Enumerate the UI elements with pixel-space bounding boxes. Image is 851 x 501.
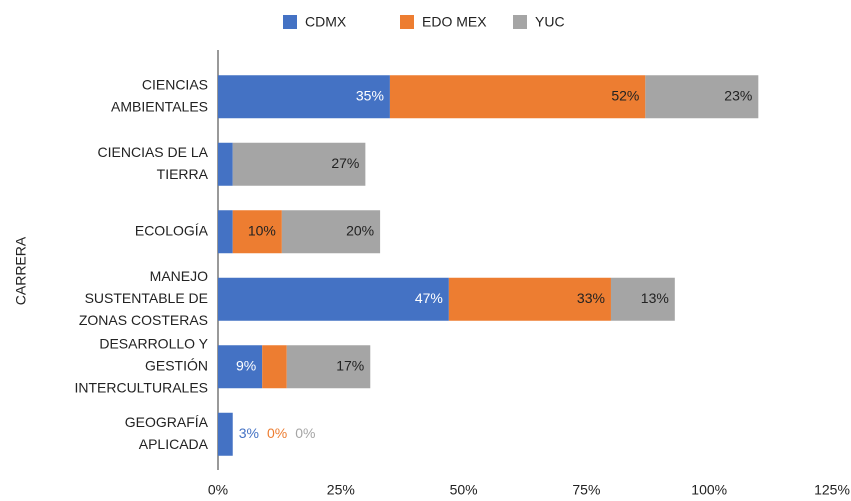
y-tick-label: INTERCULTURALES bbox=[74, 379, 208, 395]
bar-segment bbox=[389, 75, 646, 119]
bar-segment bbox=[281, 210, 381, 254]
data-label: 17% bbox=[336, 357, 364, 373]
bar-segment bbox=[232, 210, 282, 254]
bar-segment bbox=[610, 277, 675, 321]
data-label: 3% bbox=[239, 425, 259, 441]
y-tick-label: DESARROLLO Y bbox=[99, 335, 208, 351]
data-label: 20% bbox=[346, 222, 374, 238]
data-label: 27% bbox=[331, 155, 359, 171]
bar-segment bbox=[218, 277, 449, 321]
bar-segment bbox=[232, 142, 366, 186]
bar-segment bbox=[218, 75, 390, 119]
data-label: 33% bbox=[577, 290, 605, 306]
bar-segment bbox=[448, 277, 611, 321]
x-tick-label: 50% bbox=[450, 482, 478, 498]
y-tick-label: ZONAS COSTERAS bbox=[79, 312, 208, 328]
data-label: 23% bbox=[724, 87, 752, 103]
y-tick-label: AMBIENTALES bbox=[111, 98, 208, 114]
y-tick-label: SUSTENTABLE DE bbox=[85, 290, 208, 306]
data-label: 47% bbox=[415, 290, 443, 306]
y-axis-label: CARRERA bbox=[13, 236, 29, 305]
data-label: 9% bbox=[236, 357, 256, 373]
y-tick-label: TIERRA bbox=[157, 166, 209, 182]
legend-label: EDO MEX bbox=[422, 14, 487, 30]
bar-segment bbox=[218, 345, 263, 389]
y-tick-label: ECOLOGÍA bbox=[135, 222, 209, 238]
bar-segment bbox=[218, 210, 233, 254]
y-tick-label: MANEJO bbox=[150, 268, 208, 284]
x-tick-label: 25% bbox=[327, 482, 355, 498]
legend-label: CDMX bbox=[305, 14, 347, 30]
bar-segment bbox=[218, 142, 233, 186]
y-tick-label: APLICADA bbox=[139, 436, 209, 452]
bar-segment bbox=[645, 75, 759, 119]
data-label: 0% bbox=[295, 425, 315, 441]
y-tick-label: CIENCIAS bbox=[142, 76, 208, 92]
y-tick-label: GEOGRAFÍA bbox=[125, 414, 209, 430]
y-tick-label: CIENCIAS DE LA bbox=[98, 144, 209, 160]
x-tick-label: 100% bbox=[691, 482, 727, 498]
data-label: 35% bbox=[356, 87, 384, 103]
y-tick-label: GESTIÓN bbox=[145, 357, 208, 373]
legend-swatch bbox=[513, 15, 527, 29]
data-label: 52% bbox=[611, 87, 639, 103]
data-label: 0% bbox=[267, 425, 287, 441]
legend-label: YUC bbox=[535, 14, 565, 30]
legend-swatch bbox=[283, 15, 297, 29]
bar-segment bbox=[218, 412, 233, 456]
x-tick-label: 0% bbox=[208, 482, 228, 498]
bar-segment bbox=[262, 345, 287, 389]
legend-swatch bbox=[400, 15, 414, 29]
data-label: 10% bbox=[248, 222, 276, 238]
x-tick-label: 125% bbox=[814, 482, 850, 498]
bar-segment bbox=[286, 345, 371, 389]
x-tick-label: 75% bbox=[572, 482, 600, 498]
data-label: 13% bbox=[641, 290, 669, 306]
